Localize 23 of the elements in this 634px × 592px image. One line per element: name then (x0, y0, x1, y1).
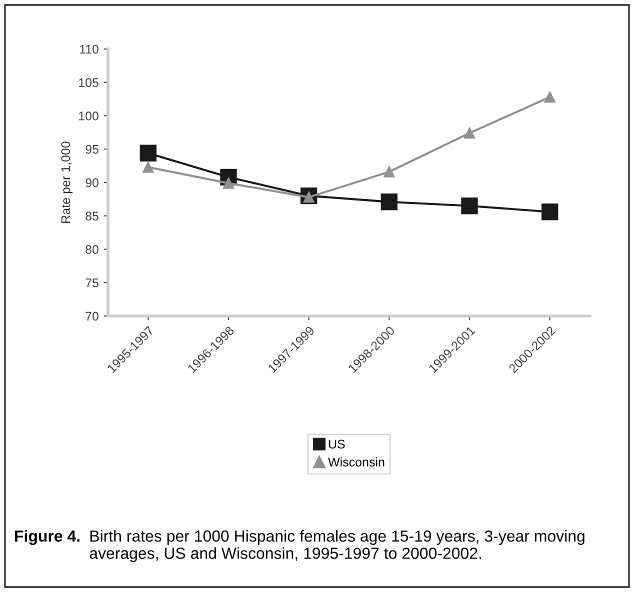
point (140, 144, 156, 162)
y-tick-label: 70 (86, 312, 98, 321)
y-tick-label: 75 (86, 278, 98, 288)
y-tick-label: 95 (86, 144, 98, 154)
point (142, 162, 154, 173)
point (384, 166, 395, 178)
y-tick-label: 90 (86, 178, 98, 188)
legend-label: US (328, 440, 345, 449)
point (544, 92, 556, 103)
point (380, 194, 398, 210)
point (464, 128, 476, 139)
y-axis-title: Rate per 1,000 (61, 142, 73, 223)
y-tick-label: 110 (80, 44, 98, 54)
legend-label: Wisconsin (328, 457, 384, 466)
y-tick-label: 100 (79, 112, 98, 120)
y-tick-label: 105 (79, 78, 98, 88)
text: Birth rates per 1000 Hispanic females age 15-19 years, 3-year moving averages, US and Wisconsin, 1995-1997 to 2000-2002. (90, 530, 584, 562)
caption: Figure 4. (15, 530, 80, 545)
point (461, 198, 478, 214)
point (542, 204, 558, 220)
y-tick-label: 85 (86, 212, 98, 221)
y-tick-label: 80 (86, 245, 98, 254)
point (222, 178, 234, 189)
